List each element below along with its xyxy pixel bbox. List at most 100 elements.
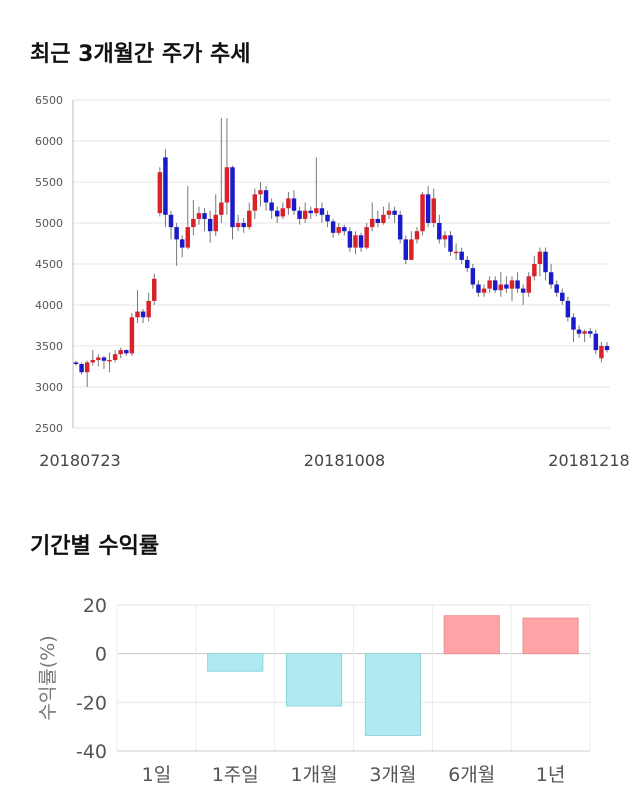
candle-body (168, 214, 174, 228)
candle-body (269, 202, 274, 211)
candle-body (392, 210, 397, 215)
x-tick-label: 20180723 (39, 451, 120, 470)
candle-body (230, 167, 235, 228)
candle-body (224, 167, 230, 203)
candle-body (397, 214, 403, 240)
y-tick-label: 6000 (35, 135, 63, 148)
candle-body (599, 346, 604, 359)
y-tick-label: 20 (83, 595, 107, 617)
candle-body (336, 227, 341, 233)
candle-body (353, 235, 358, 248)
candle-body (286, 198, 291, 209)
candle-body (73, 362, 79, 365)
bar (443, 615, 500, 655)
candle-body (548, 272, 554, 285)
candle-body (118, 350, 123, 355)
candle-body (532, 264, 537, 277)
candle-body (342, 227, 347, 232)
candle-body (414, 231, 420, 240)
price-trend-title: 최근 3개월간 주가 추세 (30, 42, 251, 67)
candle-body (308, 210, 313, 214)
candle-body (465, 259, 470, 269)
y-tick-label: 2500 (35, 422, 63, 435)
returns-title: 기간별 수익률 (30, 534, 160, 559)
x-tick-label: 20181218 (548, 451, 629, 470)
candle-body (129, 317, 135, 354)
candle-body (453, 251, 459, 254)
candle-body (498, 284, 504, 291)
candle-body (213, 214, 218, 232)
candle-body (196, 213, 202, 219)
bar (207, 653, 264, 672)
candle-body (101, 357, 107, 361)
candle-body (381, 214, 386, 223)
candle-body (347, 231, 353, 248)
x-tick-label: 3개월 (369, 764, 416, 786)
bar (364, 653, 422, 736)
candle-body (375, 218, 381, 223)
candle-body (487, 280, 492, 289)
candle-body (247, 210, 252, 228)
candle-body (437, 223, 442, 240)
candle-body (560, 292, 565, 301)
x-tick-label: 6개월 (448, 764, 495, 786)
y-tick-label: -40 (76, 741, 107, 763)
x-tick-label: 1년 (536, 764, 566, 786)
candle-body (526, 276, 531, 293)
x-tick-label: 1일 (142, 764, 172, 786)
candle-body (258, 190, 263, 195)
candle-body (403, 239, 409, 260)
y-tick-label: 4000 (35, 299, 63, 312)
candle-body (202, 213, 207, 219)
y-tick-label: 0 (95, 644, 107, 666)
y-tick-label: 6500 (35, 94, 63, 107)
candle-body (504, 284, 509, 289)
candle-body (593, 333, 599, 351)
candle-body (420, 194, 425, 232)
candle-body (425, 194, 431, 223)
candle-body (571, 317, 576, 330)
candle-body (185, 227, 191, 248)
candle-body (319, 208, 325, 215)
candle-body (470, 268, 476, 285)
candle-body (280, 208, 286, 217)
x-tick-label: 1주일 (212, 764, 259, 786)
candle-body (325, 214, 330, 222)
candle-body (96, 357, 101, 360)
candle-body (576, 329, 582, 334)
candle-body (492, 280, 498, 291)
candle-body (364, 227, 369, 248)
y-tick-label: 5000 (35, 217, 63, 230)
candle-body (84, 362, 90, 373)
candle-body (543, 251, 548, 273)
candle-body (582, 331, 587, 334)
x-tick-label: 20181008 (304, 451, 385, 470)
candle-body (207, 218, 213, 232)
candle-body (112, 354, 118, 360)
candle-body (409, 239, 414, 260)
candle-body (219, 202, 224, 215)
candle-body (370, 218, 375, 228)
candle-body (124, 350, 129, 354)
x-tick-label: 1개월 (291, 764, 338, 786)
candle-body (146, 300, 151, 318)
candle-body (291, 198, 297, 211)
candle-body (152, 278, 157, 301)
candle-body (90, 359, 96, 363)
candle-body (191, 218, 196, 228)
candle-body (448, 235, 453, 252)
y-tick-label: 5500 (35, 176, 63, 189)
y-tick-label: -20 (76, 692, 107, 714)
y-tick-label: 3000 (35, 381, 63, 394)
bar (522, 617, 579, 655)
candle-body (179, 239, 185, 248)
candle-body (459, 251, 464, 260)
candle-body (554, 284, 559, 293)
bar (285, 653, 343, 707)
candle-body (297, 210, 302, 219)
candle-body (476, 284, 481, 293)
y-axis-label: 수익률(%) (37, 635, 59, 720)
candle-body (140, 311, 146, 318)
candle-body (274, 210, 280, 217)
candle-body (442, 235, 448, 240)
